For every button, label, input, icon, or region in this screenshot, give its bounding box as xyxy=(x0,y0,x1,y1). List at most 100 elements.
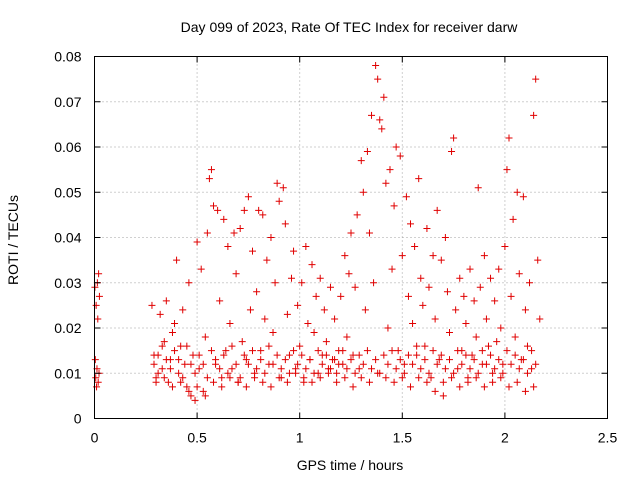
data-point xyxy=(263,256,271,264)
data-point xyxy=(220,215,228,223)
data-point xyxy=(269,329,277,337)
data-point xyxy=(423,378,431,386)
data-point xyxy=(497,324,505,332)
data-point xyxy=(343,333,351,341)
data-point xyxy=(487,274,495,282)
data-point xyxy=(185,279,193,287)
data-point xyxy=(355,365,363,373)
data-point xyxy=(226,374,234,382)
data-point xyxy=(168,383,176,391)
data-point xyxy=(158,365,166,373)
data-point xyxy=(160,374,168,382)
data-point xyxy=(454,347,462,355)
data-point xyxy=(353,211,361,219)
data-point xyxy=(220,351,228,359)
data-point xyxy=(456,383,464,391)
x-axis-title: GPS time / hours xyxy=(297,457,404,473)
data-point xyxy=(445,356,453,364)
data-point xyxy=(417,274,425,282)
data-point xyxy=(390,378,398,386)
data-point xyxy=(489,378,497,386)
data-point xyxy=(333,369,341,377)
data-point xyxy=(240,351,248,359)
data-point xyxy=(400,360,408,368)
data-point xyxy=(345,270,353,278)
data-point xyxy=(503,347,511,355)
data-point xyxy=(259,378,267,386)
data-point xyxy=(175,369,183,377)
data-point xyxy=(421,356,429,364)
data-point xyxy=(257,347,265,355)
data-point xyxy=(335,360,343,368)
data-point xyxy=(318,360,326,368)
data-point xyxy=(470,297,478,305)
data-point xyxy=(526,279,534,287)
y-tick-label: 0.02 xyxy=(54,320,81,336)
data-point xyxy=(482,315,490,323)
x-tick-label: 0.5 xyxy=(187,430,207,446)
data-point xyxy=(271,279,279,287)
data-point xyxy=(197,265,205,273)
data-point xyxy=(95,270,103,278)
data-point xyxy=(230,229,238,237)
data-point xyxy=(460,292,468,300)
data-point xyxy=(94,315,102,323)
data-point xyxy=(435,356,443,364)
data-point xyxy=(94,378,102,386)
data-point xyxy=(290,247,298,255)
data-point xyxy=(363,148,371,156)
data-point xyxy=(246,306,254,314)
data-point xyxy=(228,342,236,350)
data-point xyxy=(253,365,261,373)
data-point xyxy=(499,360,507,368)
data-point xyxy=(308,378,316,386)
data-point xyxy=(480,252,488,260)
data-point xyxy=(501,243,509,251)
y-tick-label: 0.03 xyxy=(54,275,81,291)
data-point xyxy=(398,252,406,260)
data-point xyxy=(199,360,207,368)
data-point xyxy=(515,365,523,373)
data-point xyxy=(216,365,224,373)
data-point xyxy=(472,374,480,382)
data-point xyxy=(458,360,466,368)
data-point xyxy=(294,301,302,309)
data-point xyxy=(267,234,275,241)
data-point xyxy=(423,224,431,232)
data-point xyxy=(359,360,367,368)
data-point xyxy=(491,297,499,305)
data-point xyxy=(253,288,261,296)
data-point xyxy=(171,319,179,327)
data-point xyxy=(265,342,273,350)
data-point xyxy=(207,347,215,355)
data-point xyxy=(273,179,281,187)
data-point xyxy=(224,369,232,377)
data-point xyxy=(173,256,181,264)
data-point xyxy=(283,378,291,386)
data-point xyxy=(413,342,421,350)
data-point xyxy=(302,365,310,373)
data-point xyxy=(357,157,365,165)
x-tick-label: 2 xyxy=(501,430,509,446)
data-point xyxy=(384,360,392,368)
data-point xyxy=(528,365,536,373)
data-point xyxy=(316,274,324,282)
y-tick-label: 0.06 xyxy=(54,139,81,155)
data-point xyxy=(454,365,462,373)
data-point xyxy=(464,378,472,386)
data-point xyxy=(236,374,244,382)
data-point xyxy=(228,365,236,373)
data-point xyxy=(193,238,201,246)
data-point xyxy=(478,347,486,355)
data-point xyxy=(349,383,357,391)
data-point xyxy=(298,279,306,287)
data-point xyxy=(380,93,388,101)
data-point xyxy=(154,369,162,377)
data-point xyxy=(212,356,220,364)
data-point xyxy=(171,347,179,355)
data-point xyxy=(361,306,369,314)
data-point xyxy=(343,365,351,373)
data-point xyxy=(448,148,456,156)
data-point xyxy=(462,319,470,327)
grid-lines xyxy=(94,56,608,419)
